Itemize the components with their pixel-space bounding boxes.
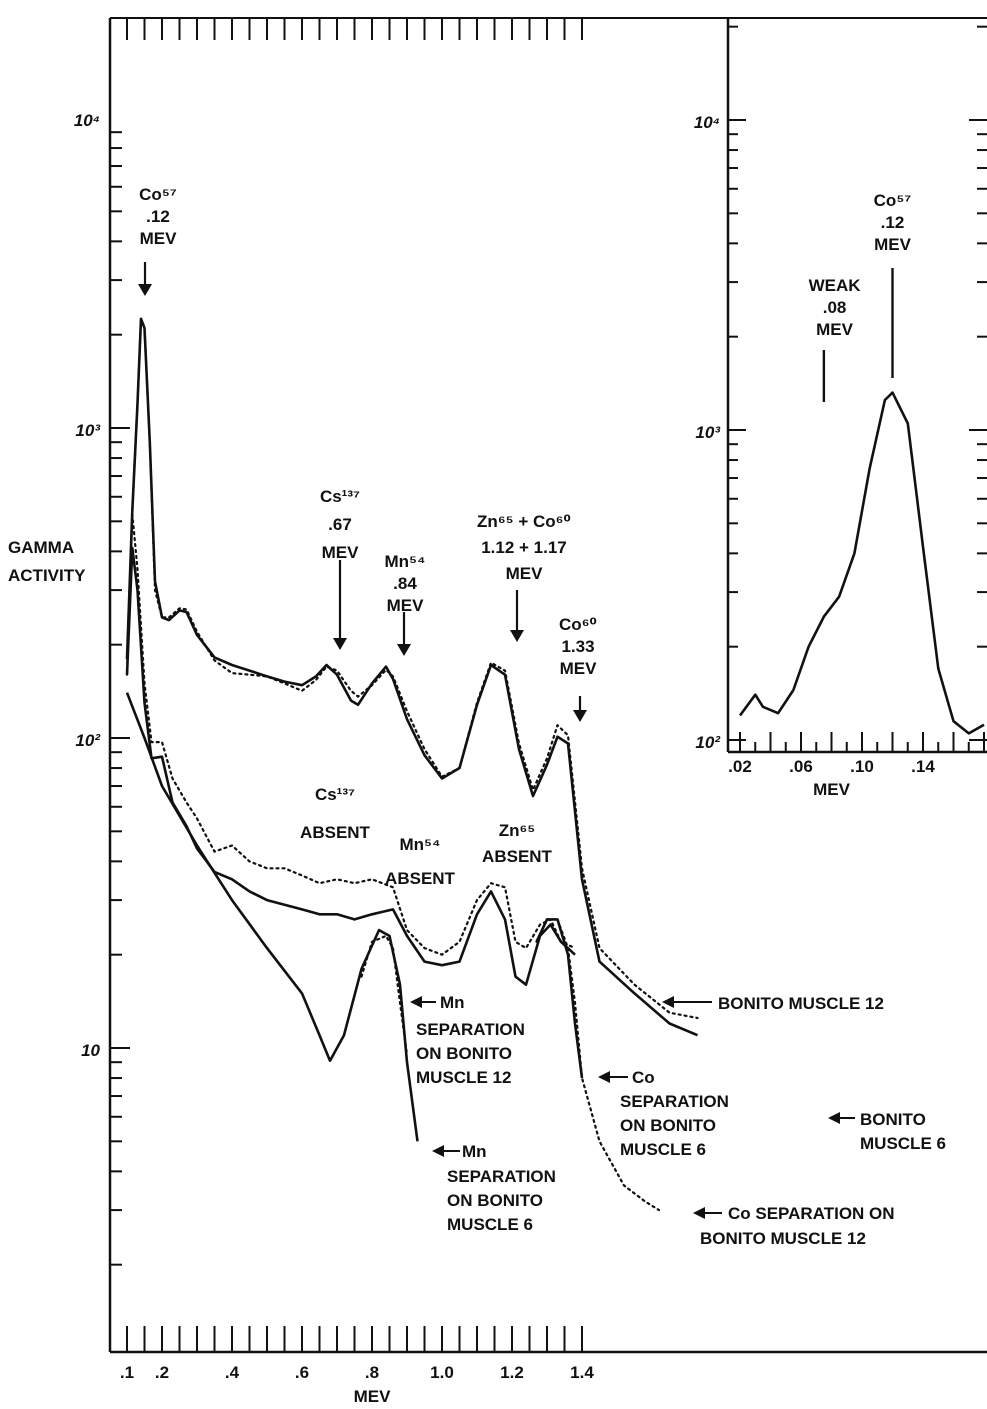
mn-sep6-label: Mn bbox=[462, 1142, 487, 1161]
inset-series-0 bbox=[738, 391, 985, 735]
inset-panel: 10² 10³ 10⁴ .02 .06 .10 .14 MEV Co⁵⁷ .12 MEV WEAK .0… bbox=[694, 18, 987, 799]
inset-y-tick-label: 10⁴ bbox=[694, 113, 720, 132]
cs137-peak-label: .67 bbox=[328, 515, 352, 534]
x-tick-label: 1.4 bbox=[570, 1363, 594, 1382]
y-tick-label: 10² bbox=[75, 731, 101, 750]
cs137-absent-label: Cs¹³⁷ bbox=[315, 785, 355, 804]
co60-peak-label: Co⁶⁰ bbox=[559, 615, 597, 634]
main-series-2 bbox=[125, 512, 577, 956]
inset-co57-label: Co⁵⁷ bbox=[874, 191, 912, 210]
zn65-co60-peak-label: 1.12 + 1.17 bbox=[481, 538, 567, 557]
cs137-absent-label: ABSENT bbox=[300, 823, 371, 842]
cs137-peak-label: MEV bbox=[322, 543, 360, 562]
main-series-7 bbox=[535, 918, 584, 1079]
mn-sep12-label: ON BONITO bbox=[416, 1044, 512, 1063]
co60-peak-label: MEV bbox=[560, 659, 598, 678]
inset-x-tick-label: .06 bbox=[789, 757, 813, 776]
inset-x-tick-label: .02 bbox=[728, 757, 752, 776]
y-tick-label: 10⁴ bbox=[74, 111, 100, 130]
co60-peak-label: 1.33 bbox=[561, 637, 594, 656]
x-axis-title: MEV bbox=[354, 1387, 392, 1406]
zn65-co60-peak-arrow bbox=[510, 630, 524, 642]
y-axis-title: GAMMA bbox=[8, 538, 74, 557]
x-tick-label: .1 bbox=[120, 1363, 134, 1382]
mn54-absent-label: Mn⁵⁴ bbox=[400, 835, 441, 854]
cs137-peak-label: Cs¹³⁷ bbox=[320, 487, 360, 506]
inset-weak-label: WEAK bbox=[809, 276, 862, 295]
spectrum-curves bbox=[125, 317, 699, 1212]
co57-peak-label: MEV bbox=[140, 229, 178, 248]
annotation-labels: Co⁵⁷ .12 MEV Cs¹³⁷ .67 MEV Mn⁵⁴ .84 MEV Zn⁶⁵ + Co… bbox=[138, 185, 946, 1248]
y-axis-title: ACTIVITY bbox=[8, 566, 86, 585]
y-tick-label: 10 bbox=[81, 1041, 100, 1060]
inset-co57-label: .12 bbox=[881, 213, 905, 232]
co-sep12-label: BONITO MUSCLE 12 bbox=[700, 1229, 866, 1248]
main-series-1 bbox=[125, 317, 699, 1037]
inset-weak-label: MEV bbox=[816, 320, 854, 339]
x-tick-label: .2 bbox=[155, 1363, 169, 1382]
mn-sep12-label: MUSCLE 12 bbox=[416, 1068, 511, 1087]
zn65-co60-peak-label: MEV bbox=[506, 564, 544, 583]
main-series-3 bbox=[125, 546, 576, 986]
bonito6-arrow bbox=[828, 1112, 840, 1124]
zn65-co60-peak-label: Zn⁶⁵ + Co⁶⁰ bbox=[477, 512, 571, 531]
mn54-peak-arrow bbox=[397, 644, 411, 656]
co-sep6-label: MUSCLE 6 bbox=[620, 1140, 706, 1159]
mn54-absent-label: ABSENT bbox=[385, 869, 456, 888]
inset-co57-label: MEV bbox=[874, 235, 912, 254]
cs137-peak-arrow bbox=[333, 638, 347, 650]
co-sep6-label: SEPARATION bbox=[620, 1092, 729, 1111]
inset-x-axis-title: MEV bbox=[813, 780, 851, 799]
y-tick-label: 10³ bbox=[75, 421, 101, 440]
mn54-peak-label: .84 bbox=[393, 574, 417, 593]
inset-y-tick-label: 10² bbox=[695, 733, 721, 752]
mn-sep12-label: Mn bbox=[440, 993, 465, 1012]
bonito12-arrow bbox=[662, 996, 674, 1008]
inset-y-tick-label: 10³ bbox=[695, 423, 721, 442]
mn54-peak-label: MEV bbox=[387, 596, 425, 615]
x-tick-label: 1.0 bbox=[430, 1363, 454, 1382]
co57-peak-label: .12 bbox=[146, 207, 170, 226]
zn65-absent-label: ABSENT bbox=[482, 847, 553, 866]
mn-sep6-arrow bbox=[432, 1145, 444, 1157]
inset-weak-label: .08 bbox=[823, 298, 847, 317]
main-series-5 bbox=[125, 692, 419, 1142]
co-sep12-label: Co SEPARATION ON bbox=[728, 1204, 895, 1223]
bonito-muscle-6-label: MUSCLE 6 bbox=[860, 1134, 946, 1153]
co-sep12-arrow bbox=[693, 1207, 705, 1219]
x-tick-label: 1.2 bbox=[500, 1363, 524, 1382]
co57-peak-label: Co⁵⁷ bbox=[139, 185, 177, 204]
zn65-absent-label: Zn⁶⁵ bbox=[499, 821, 536, 840]
inset-x-tick-label: .10 bbox=[850, 757, 874, 776]
bonito-muscle-12-label: BONITO MUSCLE 12 bbox=[718, 994, 884, 1013]
mn-sep12-label: SEPARATION bbox=[416, 1020, 525, 1039]
mn-sep6-label: SEPARATION bbox=[447, 1167, 556, 1186]
mn-sep6-label: ON BONITO bbox=[447, 1191, 543, 1210]
co-sep6-label: Co bbox=[632, 1068, 655, 1087]
bonito-muscle-6-label: BONITO bbox=[860, 1110, 926, 1129]
mn-sep6-label: MUSCLE 6 bbox=[447, 1215, 533, 1234]
co57-peak-arrow bbox=[138, 284, 152, 296]
x-tick-label: .8 bbox=[365, 1363, 379, 1382]
co-sep6-arrow bbox=[598, 1071, 610, 1083]
x-tick-label: .4 bbox=[225, 1363, 240, 1382]
x-tick-label: .6 bbox=[295, 1363, 309, 1382]
co-sep6-label: ON BONITO bbox=[620, 1116, 716, 1135]
plot-frame: 10 10² 10³ 10⁴ .1 .2 .4 .6 .8 1.0 1.2 1.4 MEV GAMMA AC… bbox=[8, 17, 987, 1406]
main-series-0 bbox=[125, 317, 699, 1020]
mn-sep12-arrow bbox=[410, 996, 422, 1008]
co60-peak-arrow bbox=[573, 710, 587, 722]
mn54-peak-label: Mn⁵⁴ bbox=[385, 552, 426, 571]
inset-x-tick-label: .14 bbox=[911, 757, 935, 776]
